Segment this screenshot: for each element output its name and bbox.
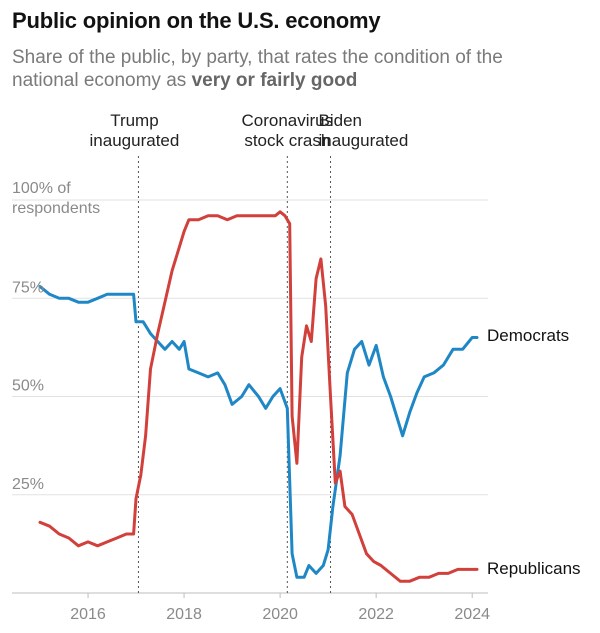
gridlines <box>12 199 488 594</box>
y-unit-label: 100% of <box>12 180 71 197</box>
series-lines <box>38 210 479 583</box>
subtitle-emphasis: very or fairly good <box>191 70 358 91</box>
event-label: Coronavirus <box>241 111 333 130</box>
chart-subtitle: Share of the public, by party, that rate… <box>12 46 572 92</box>
event-label: Biden <box>319 111 362 130</box>
x-tick-label: 2024 <box>454 606 490 623</box>
axis-labels: 100% of respondents 25% 50% 75% 2016 2018 2020 2… <box>12 180 581 623</box>
y-tick-label: 25% <box>12 476 44 493</box>
y-tick-label: 50% <box>12 378 44 395</box>
series-line-republicans <box>38 210 479 583</box>
event-label: inaugurated <box>319 131 409 150</box>
x-tick-label: 2018 <box>166 606 202 623</box>
event-label: Trump <box>110 111 159 130</box>
subtitle-text: Share of the public, by party, that rate… <box>12 47 503 91</box>
series-label-democrats: Democrats <box>487 326 569 345</box>
x-tick-label: 2020 <box>262 606 298 623</box>
x-tick-label: 2016 <box>70 606 106 623</box>
event-label: inaugurated <box>90 131 180 150</box>
y-unit-label: respondents <box>12 200 100 217</box>
series-line-democrats <box>38 285 479 579</box>
x-tick-label: 2022 <box>358 606 394 623</box>
series-label-republicans: Republicans <box>487 559 581 578</box>
event-label: stock crash <box>244 131 330 150</box>
y-tick-label: 75% <box>12 279 44 296</box>
chart-title: Public opinion on the U.S. economy <box>12 8 381 33</box>
